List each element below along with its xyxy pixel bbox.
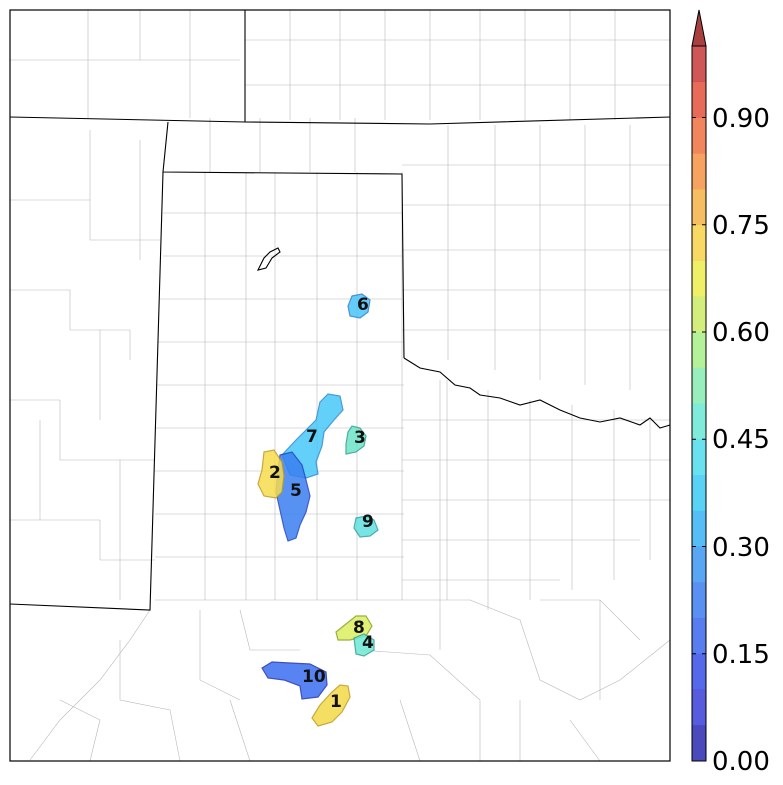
object-label-1: 1 bbox=[330, 692, 342, 712]
colorbar-tick-label-3: 0.45 bbox=[712, 425, 770, 455]
map-frame bbox=[9, 9, 671, 762]
colorbar-bin bbox=[692, 153, 706, 190]
colorbar-tick-label-2: 0.30 bbox=[712, 533, 770, 563]
colorbar-bin bbox=[692, 725, 706, 762]
object-10-area bbox=[261, 661, 328, 700]
colorbar-bin bbox=[692, 46, 706, 83]
colorbar-bin bbox=[692, 367, 706, 404]
colorbar-extend-arrow bbox=[691, 9, 707, 47]
colorbar-bin bbox=[692, 260, 706, 297]
colorbar-tick-label-6: 0.90 bbox=[712, 104, 770, 134]
object-2-area bbox=[257, 449, 285, 499]
object-labels: 1 2 3 4 5 6 7 8 9 10 bbox=[269, 295, 374, 712]
colorbar-tick-label-4: 0.60 bbox=[712, 318, 770, 348]
object-3-area bbox=[345, 425, 367, 455]
object-label-10: 10 bbox=[302, 667, 326, 687]
colorbar-outline bbox=[691, 45, 707, 762]
object-7-area bbox=[281, 393, 344, 479]
object-label-2: 2 bbox=[269, 463, 281, 483]
colorbar-bin bbox=[692, 189, 706, 226]
colorbar-bin bbox=[692, 475, 706, 512]
colorbar-bin bbox=[692, 403, 706, 440]
object-6-area bbox=[347, 293, 371, 319]
colorbar-bin bbox=[692, 546, 706, 583]
object-label-5: 5 bbox=[290, 481, 302, 501]
object-label-6: 6 bbox=[357, 295, 369, 315]
colorbar-bin bbox=[692, 653, 706, 690]
colorbar-tick-label-0: 0.00 bbox=[712, 747, 770, 777]
object-label-4: 4 bbox=[362, 633, 374, 653]
state-boundaries bbox=[9, 10, 671, 611]
colorbar-bin bbox=[692, 224, 706, 261]
object-label-7: 7 bbox=[306, 427, 318, 447]
storm-objects bbox=[257, 293, 379, 727]
object-4-area bbox=[353, 633, 375, 657]
object-9-area bbox=[353, 515, 379, 538]
colorbar: 0.00 0.15 0.30 0.45 0.60 0.75 0.90 bbox=[691, 9, 770, 777]
colorbar-tick-label-5: 0.75 bbox=[712, 211, 770, 241]
colorbar-bin bbox=[692, 332, 706, 369]
colorbar-bin bbox=[692, 81, 706, 118]
object-label-9: 9 bbox=[362, 512, 374, 532]
object-label-3: 3 bbox=[354, 428, 366, 448]
colorbar-bins bbox=[692, 46, 706, 762]
object-label-8: 8 bbox=[353, 618, 365, 638]
colorbar-ticks: 0.00 0.15 0.30 0.45 0.60 0.75 0.90 bbox=[692, 104, 770, 777]
colorbar-bin bbox=[692, 439, 706, 476]
colorbar-bin bbox=[692, 117, 706, 154]
colorbar-bin bbox=[692, 689, 706, 726]
colorbar-bin bbox=[692, 296, 706, 333]
colorbar-tick-label-1: 0.15 bbox=[712, 640, 770, 670]
colorbar-bin bbox=[692, 582, 706, 619]
object-1-area bbox=[311, 684, 351, 727]
colorbar-bin bbox=[692, 510, 706, 547]
colorbar-bin bbox=[692, 618, 706, 655]
